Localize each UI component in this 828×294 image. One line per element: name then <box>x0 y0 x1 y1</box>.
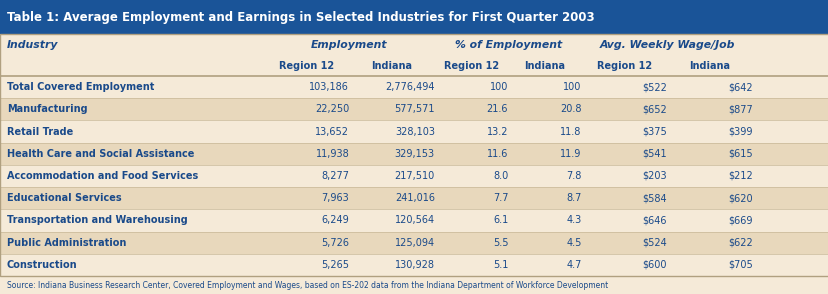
Bar <box>0 76 828 98</box>
Bar <box>0 98 828 121</box>
Text: 5.5: 5.5 <box>492 238 508 248</box>
Text: 8.0: 8.0 <box>493 171 508 181</box>
Text: Transportation and Warehousing: Transportation and Warehousing <box>7 216 187 225</box>
Text: Source: Indiana Business Research Center, Covered Employment and Wages, based on: Source: Indiana Business Research Center… <box>7 280 608 290</box>
Bar <box>0 232 828 254</box>
Bar <box>0 143 828 165</box>
Text: $522: $522 <box>642 82 667 92</box>
Text: 8,277: 8,277 <box>321 171 349 181</box>
Text: 4.3: 4.3 <box>566 216 581 225</box>
Text: 11,938: 11,938 <box>315 149 349 159</box>
Text: Table 1: Average Employment and Earnings in Selected Industries for First Quarte: Table 1: Average Employment and Earnings… <box>7 11 594 24</box>
Text: 7.7: 7.7 <box>492 193 508 203</box>
Text: $652: $652 <box>642 104 667 114</box>
Text: Indiana: Indiana <box>371 61 412 71</box>
Text: 11.6: 11.6 <box>486 149 508 159</box>
Text: $615: $615 <box>727 149 752 159</box>
Text: 7,963: 7,963 <box>321 193 349 203</box>
Text: Retail Trade: Retail Trade <box>7 126 73 136</box>
Text: 22,250: 22,250 <box>315 104 349 114</box>
Text: Manufacturing: Manufacturing <box>7 104 88 114</box>
Text: 11.9: 11.9 <box>560 149 581 159</box>
Text: 120,564: 120,564 <box>394 216 435 225</box>
Text: 21.6: 21.6 <box>486 104 508 114</box>
Text: $669: $669 <box>727 216 752 225</box>
Text: Employment: Employment <box>310 40 388 50</box>
Text: 241,016: 241,016 <box>394 193 435 203</box>
Bar <box>0 34 828 276</box>
Text: 5.1: 5.1 <box>493 260 508 270</box>
Bar <box>0 165 828 187</box>
Text: 125,094: 125,094 <box>394 238 435 248</box>
Text: 5,265: 5,265 <box>321 260 349 270</box>
Text: Indiana: Indiana <box>524 61 565 71</box>
Text: Region 12: Region 12 <box>278 61 334 71</box>
Text: 577,571: 577,571 <box>394 104 435 114</box>
Text: Region 12: Region 12 <box>444 61 498 71</box>
Text: Indiana: Indiana <box>689 61 729 71</box>
Text: 100: 100 <box>489 82 508 92</box>
Bar <box>0 209 828 232</box>
Text: $399: $399 <box>727 126 752 136</box>
Bar <box>0 187 828 209</box>
Text: $524: $524 <box>642 238 667 248</box>
Text: $646: $646 <box>642 216 667 225</box>
Text: 13.2: 13.2 <box>486 126 508 136</box>
Bar <box>0 254 828 276</box>
Text: 5,726: 5,726 <box>321 238 349 248</box>
Text: $584: $584 <box>642 193 667 203</box>
Text: $203: $203 <box>642 171 667 181</box>
Text: Construction: Construction <box>7 260 78 270</box>
Text: Industry: Industry <box>7 40 59 50</box>
Text: 100: 100 <box>562 82 581 92</box>
Text: 13,652: 13,652 <box>315 126 349 136</box>
Bar <box>0 121 828 143</box>
Text: 8.7: 8.7 <box>566 193 581 203</box>
Text: % of Employment: % of Employment <box>454 40 561 50</box>
Text: 329,153: 329,153 <box>394 149 435 159</box>
Text: $877: $877 <box>727 104 752 114</box>
Text: Region 12: Region 12 <box>596 61 651 71</box>
Text: $620: $620 <box>727 193 752 203</box>
Text: $600: $600 <box>642 260 667 270</box>
Text: Avg. Weekly Wage/Job: Avg. Weekly Wage/Job <box>599 40 734 50</box>
Text: 11.8: 11.8 <box>560 126 581 136</box>
Text: $642: $642 <box>727 82 752 92</box>
Text: $212: $212 <box>727 171 752 181</box>
Text: 2,776,494: 2,776,494 <box>385 82 435 92</box>
Text: 7.8: 7.8 <box>566 171 581 181</box>
Text: 20.8: 20.8 <box>560 104 581 114</box>
Text: $705: $705 <box>727 260 752 270</box>
Text: 6,249: 6,249 <box>321 216 349 225</box>
Text: 217,510: 217,510 <box>394 171 435 181</box>
Text: 6.1: 6.1 <box>493 216 508 225</box>
Text: $375: $375 <box>642 126 667 136</box>
Bar <box>0 0 828 34</box>
Text: Accommodation and Food Services: Accommodation and Food Services <box>7 171 198 181</box>
Text: 4.7: 4.7 <box>566 260 581 270</box>
Text: Health Care and Social Assistance: Health Care and Social Assistance <box>7 149 194 159</box>
Text: 103,186: 103,186 <box>309 82 349 92</box>
Text: $622: $622 <box>727 238 752 248</box>
Bar <box>0 34 828 276</box>
Text: Total Covered Employment: Total Covered Employment <box>7 82 154 92</box>
Text: 328,103: 328,103 <box>394 126 435 136</box>
Text: $541: $541 <box>642 149 667 159</box>
Text: Educational Services: Educational Services <box>7 193 122 203</box>
Text: Public Administration: Public Administration <box>7 238 126 248</box>
Text: 130,928: 130,928 <box>394 260 435 270</box>
Text: 4.5: 4.5 <box>566 238 581 248</box>
